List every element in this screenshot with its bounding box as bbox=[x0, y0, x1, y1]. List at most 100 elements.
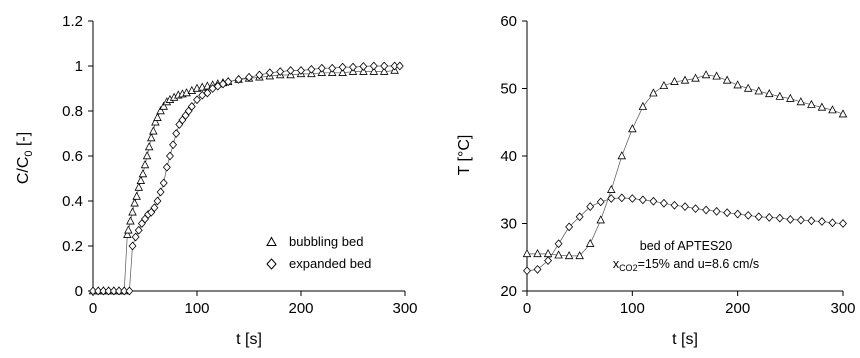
diamond-point bbox=[150, 203, 159, 213]
triangle-point bbox=[817, 102, 827, 111]
diamond-point bbox=[153, 196, 162, 206]
triangle-point bbox=[142, 151, 152, 160]
diamond-point bbox=[586, 202, 595, 212]
x-tick-label: 100 bbox=[184, 300, 209, 317]
triangle-point bbox=[775, 91, 785, 100]
series-0 bbox=[522, 70, 848, 260]
triangle-point bbox=[638, 101, 648, 110]
diamond-point bbox=[120, 286, 129, 296]
x-tick-label: 0 bbox=[89, 300, 97, 317]
diamond-point bbox=[131, 232, 140, 242]
annotation-bed-label: bed of APTES20 bbox=[640, 239, 732, 253]
triangle-point bbox=[596, 215, 605, 224]
x-tick-label: 0 bbox=[523, 300, 531, 317]
diamond-point bbox=[544, 256, 553, 266]
diamond-point bbox=[134, 225, 143, 235]
diamond-point bbox=[533, 265, 542, 274]
triangle-point bbox=[522, 249, 532, 258]
left-y-axis-label: C/C0 [-] bbox=[15, 132, 35, 184]
diamond-point bbox=[317, 63, 326, 73]
temperature-chart: t [s] T [°C] bed of APTES20 xCO2=15% and… bbox=[456, 13, 856, 348]
left-legend: bubbling bed expanded bed bbox=[266, 234, 371, 271]
diamond-point bbox=[712, 206, 721, 216]
diamond-point bbox=[628, 194, 637, 203]
triangle-point bbox=[151, 117, 160, 126]
diamond-point bbox=[224, 77, 233, 87]
triangle-point bbox=[585, 238, 595, 247]
diamond-point bbox=[596, 197, 605, 207]
diamond-point bbox=[172, 129, 181, 138]
series-1 bbox=[89, 61, 404, 296]
diamond-point bbox=[554, 239, 563, 249]
diamond-point bbox=[94, 286, 103, 296]
diamond-point bbox=[286, 66, 295, 75]
diamond-point bbox=[162, 162, 171, 172]
diamond-point bbox=[723, 208, 732, 218]
left-y-axis-label-suffix: [-] bbox=[15, 132, 32, 151]
diamond-point bbox=[638, 195, 647, 205]
diamond-point bbox=[234, 75, 243, 84]
annotation-co2-subscript: CO2 bbox=[619, 263, 638, 273]
x-tick-label: 300 bbox=[830, 300, 855, 317]
diamond-point bbox=[786, 215, 795, 224]
triangle-point bbox=[146, 133, 156, 142]
diamond-point bbox=[89, 286, 97, 296]
triangle-point bbox=[338, 67, 347, 76]
triangle-point bbox=[754, 86, 763, 95]
x-tick-label: 200 bbox=[725, 300, 750, 317]
diamond-point bbox=[159, 178, 168, 188]
triangle-point bbox=[722, 75, 732, 84]
x-tick-label: 100 bbox=[620, 300, 645, 317]
diamond-point bbox=[276, 67, 285, 77]
triangle-point bbox=[369, 66, 379, 75]
y-tick-label: 1 bbox=[75, 58, 83, 75]
diamond-point bbox=[765, 213, 774, 222]
triangle-point bbox=[124, 225, 133, 234]
triangle-point bbox=[132, 191, 141, 200]
diamond-point bbox=[115, 286, 123, 296]
triangle-point bbox=[128, 207, 137, 216]
triangle-point bbox=[628, 124, 637, 133]
diamond-point bbox=[775, 213, 784, 223]
diamond-point bbox=[255, 70, 264, 80]
triangle-point bbox=[138, 169, 148, 178]
right-x-axis-label: t [s] bbox=[672, 331, 698, 348]
diamond-point bbox=[702, 205, 711, 215]
diamond-point bbox=[754, 212, 763, 222]
diamond-point bbox=[99, 286, 108, 296]
triangle-point bbox=[359, 66, 368, 75]
y-tick-label: 60 bbox=[500, 13, 517, 30]
triangle-point bbox=[159, 101, 168, 110]
diamond-point bbox=[733, 209, 742, 219]
diamond-point bbox=[156, 187, 165, 197]
legend-expanded-bed-label: expanded bed bbox=[289, 256, 371, 271]
diamond-point bbox=[245, 72, 253, 82]
y-tick-label: 50 bbox=[500, 81, 517, 98]
diamond-point bbox=[828, 218, 837, 228]
legend-bubbling-bed-label: bubbling bed bbox=[289, 234, 363, 249]
y-tick-label: 0.4 bbox=[62, 193, 83, 210]
diamond-point bbox=[187, 102, 196, 111]
triangle-point bbox=[680, 75, 690, 84]
triangle-point bbox=[379, 66, 389, 75]
y-tick-label: 0.6 bbox=[62, 148, 83, 165]
triangle-point bbox=[153, 112, 162, 121]
triangle-point bbox=[765, 89, 774, 98]
triangle-point bbox=[575, 251, 584, 260]
triangle-point bbox=[136, 175, 146, 184]
series-1 bbox=[523, 193, 847, 276]
diamond-point bbox=[839, 219, 847, 228]
diamond-point bbox=[565, 222, 574, 232]
diamond-point bbox=[617, 193, 626, 203]
annotation-x: x bbox=[613, 257, 620, 271]
triangle-point bbox=[649, 88, 658, 97]
diamond-point bbox=[265, 68, 274, 78]
triangle-point bbox=[140, 160, 150, 169]
triangle-point bbox=[786, 93, 795, 102]
diamond-point bbox=[380, 61, 389, 71]
x-tick-label: 300 bbox=[392, 300, 417, 317]
triangle-point bbox=[543, 249, 553, 258]
y-tick-label: 0.2 bbox=[62, 238, 83, 255]
diamond-point bbox=[328, 63, 337, 73]
